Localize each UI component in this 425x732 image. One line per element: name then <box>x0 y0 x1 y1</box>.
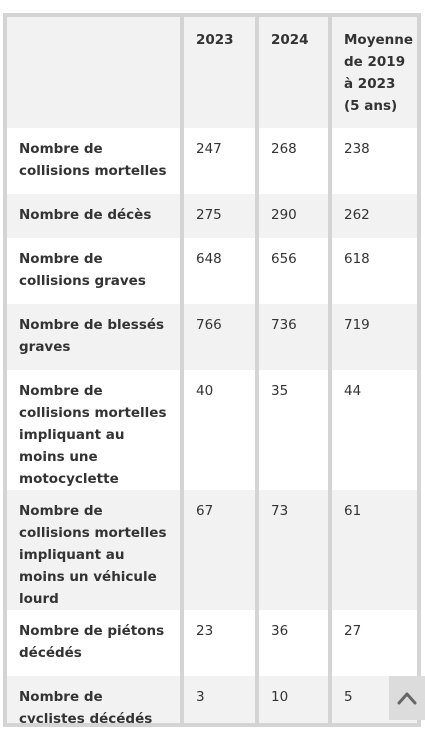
row-label: Nombre de cyclistes décédés <box>7 676 182 723</box>
cell-2024: 36 <box>255 610 330 676</box>
cell-2023: 766 <box>180 304 257 370</box>
cell-average: 262 <box>328 194 417 238</box>
row-label: Nombre de piétons décédés <box>7 610 182 676</box>
cell-2023: 275 <box>180 194 257 238</box>
cell-2024: 290 <box>255 194 330 238</box>
row-label: Nombre de collisions graves <box>7 238 182 304</box>
cell-2023: 648 <box>180 238 257 304</box>
table-row: Nombre de piétons décédés 23 36 27 <box>7 610 417 676</box>
row-label: Nombre de collisions mortelles impliquan… <box>7 490 182 610</box>
cell-2024: 10 <box>255 676 330 723</box>
cell-average: 27 <box>328 610 417 676</box>
row-label: Nombre de collisions mortelles impliquan… <box>7 370 182 490</box>
cell-2024: 35 <box>255 370 330 490</box>
cell-average: 238 <box>328 128 417 194</box>
cell-average: 61 <box>328 490 417 610</box>
cell-average: 618 <box>328 238 417 304</box>
table-row: Nombre de collisions graves 648 656 618 <box>7 238 417 304</box>
table-row: Nombre de collisions mortelles impliquan… <box>7 370 417 490</box>
header-corner-cell <box>7 17 182 128</box>
stats-table-frame: 2023 2024 Moyenne de 2019 à 2023 (5 ans)… <box>3 13 421 727</box>
cell-2024: 656 <box>255 238 330 304</box>
cell-2023: 67 <box>180 490 257 610</box>
header-average: Moyenne de 2019 à 2023 (5 ans) <box>328 17 417 128</box>
cell-2023: 40 <box>180 370 257 490</box>
header-2024: 2024 <box>255 17 330 128</box>
cell-average: 719 <box>328 304 417 370</box>
header-2023: 2023 <box>180 17 257 128</box>
row-label: Nombre de collisions mortelles <box>7 128 182 194</box>
row-label: Nombre de blessés graves <box>7 304 182 370</box>
row-label: Nombre de décès <box>7 194 182 238</box>
cell-2024: 268 <box>255 128 330 194</box>
table-row: Nombre de collisions mortelles 247 268 2… <box>7 128 417 194</box>
table-header-row: 2023 2024 Moyenne de 2019 à 2023 (5 ans) <box>7 17 417 128</box>
scroll-to-top-button[interactable] <box>389 676 425 720</box>
table-row: Nombre de cyclistes décédés 3 10 5 <box>7 676 417 723</box>
cell-2023: 247 <box>180 128 257 194</box>
table-row: Nombre de blessés graves 766 736 719 <box>7 304 417 370</box>
cell-2024: 73 <box>255 490 330 610</box>
table-row: Nombre de décès 275 290 262 <box>7 194 417 238</box>
cell-2023: 23 <box>180 610 257 676</box>
cell-average: 44 <box>328 370 417 490</box>
cell-2024: 736 <box>255 304 330 370</box>
road-safety-stats-table: 2023 2024 Moyenne de 2019 à 2023 (5 ans)… <box>7 17 417 723</box>
cell-2023: 3 <box>180 676 257 723</box>
chevron-up-icon <box>397 692 417 705</box>
table-row: Nombre de collisions mortelles impliquan… <box>7 490 417 610</box>
